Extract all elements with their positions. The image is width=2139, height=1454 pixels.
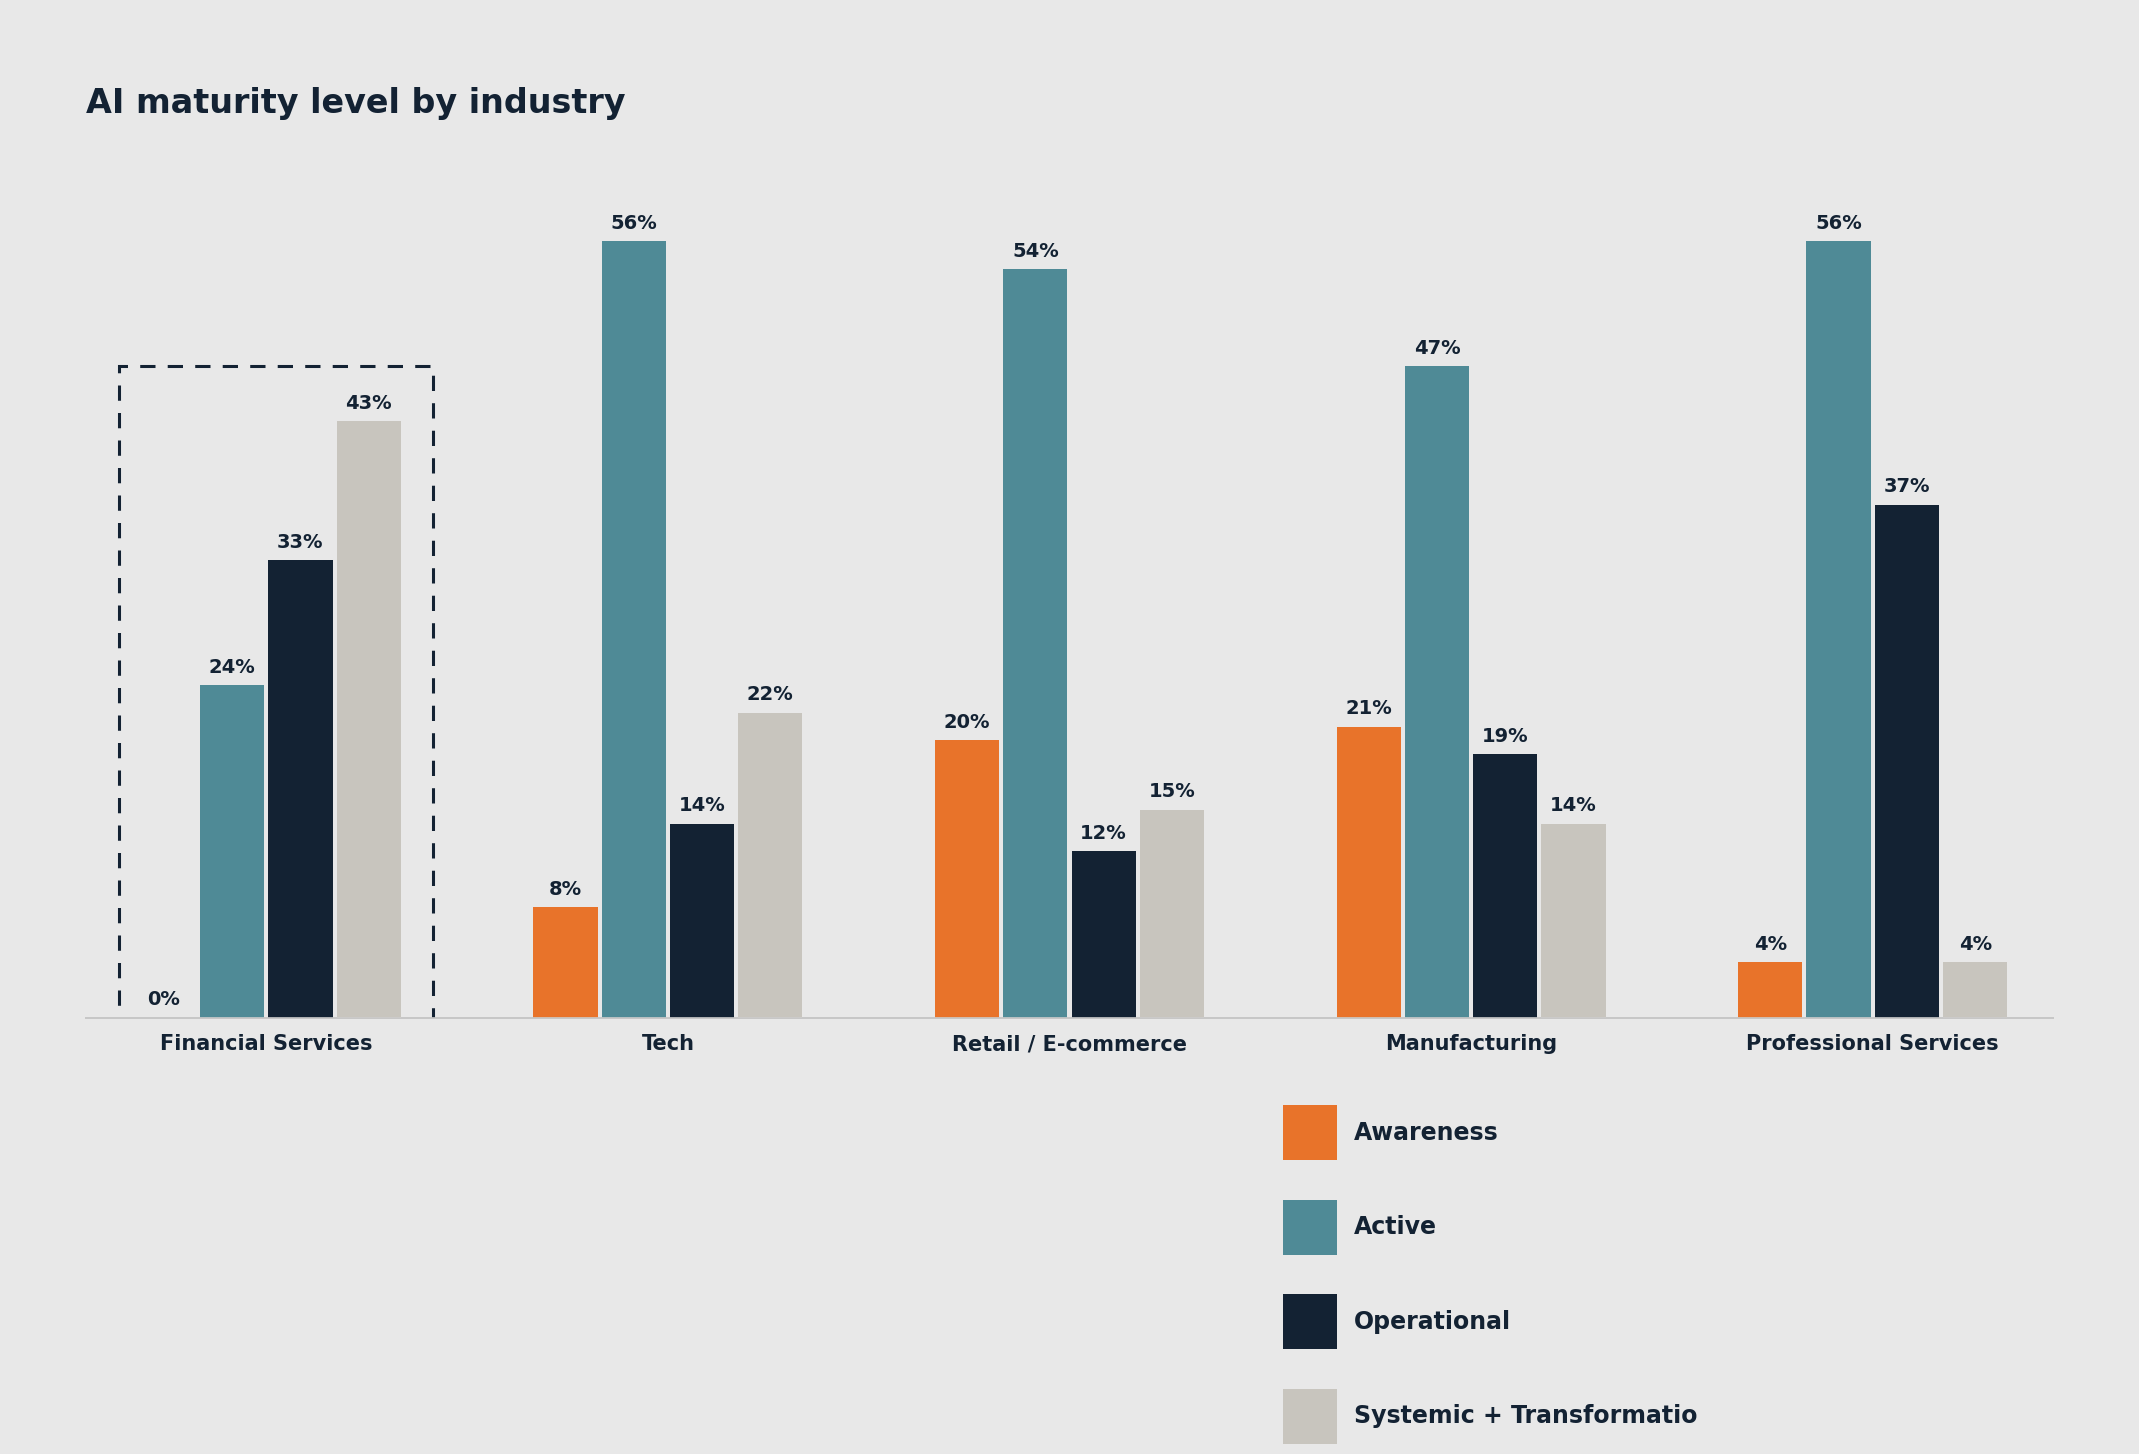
Text: 4%: 4%	[1754, 935, 1786, 954]
Text: Awareness: Awareness	[1354, 1121, 1499, 1144]
Text: 15%: 15%	[1149, 782, 1196, 801]
Bar	[601, 241, 665, 1018]
Text: 56%: 56%	[610, 214, 657, 233]
Text: 22%: 22%	[747, 685, 794, 704]
Bar	[533, 907, 597, 1018]
Text: 0%: 0%	[148, 990, 180, 1009]
Bar	[1474, 755, 1538, 1018]
Bar	[120, 366, 432, 1038]
Bar	[1140, 810, 1204, 1018]
Bar	[738, 712, 802, 1018]
Text: AI maturity level by industry: AI maturity level by industry	[86, 87, 625, 121]
Bar	[1542, 823, 1606, 1018]
Bar	[935, 740, 999, 1018]
Text: Operational: Operational	[1354, 1310, 1510, 1333]
Text: 33%: 33%	[278, 532, 323, 553]
Text: Systemic + Transformatio: Systemic + Transformatio	[1354, 1405, 1698, 1428]
Text: 14%: 14%	[678, 797, 725, 816]
Bar	[1874, 505, 1938, 1018]
Bar	[267, 560, 332, 1018]
Text: 19%: 19%	[1482, 727, 1529, 746]
Bar	[1072, 852, 1136, 1018]
Bar	[1003, 269, 1067, 1018]
Text: 8%: 8%	[550, 880, 582, 899]
Bar	[336, 422, 400, 1018]
Bar	[1405, 366, 1469, 1018]
Text: 47%: 47%	[1414, 339, 1461, 358]
Text: 37%: 37%	[1884, 477, 1929, 496]
Bar	[1942, 963, 2006, 1018]
Text: Active: Active	[1354, 1216, 1437, 1239]
Text: 21%: 21%	[1345, 699, 1392, 718]
Bar	[670, 823, 734, 1018]
Bar	[1739, 963, 1803, 1018]
Text: 12%: 12%	[1080, 824, 1127, 843]
Text: 4%: 4%	[1959, 935, 1991, 954]
Text: 20%: 20%	[943, 712, 990, 733]
Text: 24%: 24%	[210, 657, 255, 676]
Text: 56%: 56%	[1816, 214, 1861, 233]
Bar	[201, 685, 265, 1018]
Text: 54%: 54%	[1012, 241, 1059, 260]
Text: 14%: 14%	[1551, 797, 1598, 816]
Text: 43%: 43%	[344, 394, 391, 413]
Bar	[1337, 727, 1401, 1018]
Bar	[1807, 241, 1872, 1018]
